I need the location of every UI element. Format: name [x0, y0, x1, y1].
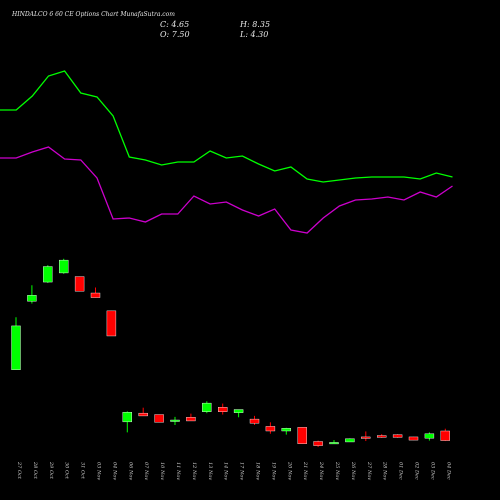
- x-tick-label: 29 Oct: [48, 461, 54, 480]
- candle-body-up: [329, 442, 339, 445]
- x-tick-label: 19 Nov: [270, 462, 276, 480]
- candle-body-down: [408, 436, 419, 441]
- candle-body-up: [27, 295, 37, 302]
- x-tick-label: 03 Nov: [96, 462, 102, 480]
- x-tick-label: 17 Nov: [239, 462, 245, 480]
- candle-body-up: [43, 266, 53, 283]
- candle-body-down: [106, 310, 117, 337]
- candle-body-up: [281, 428, 291, 432]
- candle-body-down: [249, 418, 260, 424]
- x-tick-label: 28 Nov: [382, 461, 388, 480]
- candle-body-up: [345, 438, 355, 443]
- x-tick-label: 20 Nov: [286, 461, 292, 480]
- x-axis-ticks: 27 Oct 28 Oct 29 Oct 30 Oct 31 Oct 03 Nov 04 N…: [16, 461, 451, 480]
- candle-body-down: [377, 435, 387, 438]
- candle-body-down: [313, 441, 323, 446]
- x-tick-label: 26 Nov: [350, 461, 356, 480]
- candle-body-down: [138, 412, 148, 417]
- x-tick-label: 27 Oct: [16, 461, 22, 480]
- x-tick-label: 24 Nov: [318, 461, 324, 480]
- high-value: H: 8.35: [239, 20, 270, 29]
- candle-body-down: [217, 407, 228, 412]
- candle-body-up: [233, 409, 244, 413]
- candle-body-down: [154, 414, 164, 423]
- x-tick-label: 30 Oct: [64, 462, 70, 480]
- x-tick-label: 06 Nov: [127, 462, 133, 480]
- candle-body-down: [297, 427, 307, 444]
- x-tick-label: 10 Nov: [159, 462, 165, 480]
- candle-body-up: [202, 402, 212, 412]
- x-tick-label: 25 Nov: [334, 461, 340, 480]
- candle-body-down: [440, 430, 450, 441]
- candle-body-down: [74, 276, 85, 292]
- candle-body-down: [361, 436, 371, 439]
- x-tick-label: 27 Nov: [366, 461, 372, 480]
- candle-body-up: [59, 259, 69, 274]
- candle-body-down: [265, 426, 276, 432]
- open-value: O: 7.50: [160, 30, 190, 39]
- chart-title: HINDALCO 6 60 CE Options Chart MunafaSut…: [11, 11, 175, 18]
- x-tick-label: 03 Dec: [429, 462, 435, 480]
- x-tick-label: 07 Nov: [143, 462, 149, 480]
- candle-body-down: [392, 434, 403, 438]
- x-tick-label: 04 Dec: [445, 462, 451, 480]
- x-tick-label: 12 Nov: [191, 462, 197, 480]
- x-tick-label: 04 Nov: [111, 462, 117, 480]
- candle-body-up: [122, 412, 133, 423]
- upper-indicator-line: [0, 70, 453, 183]
- candles-group: [11, 258, 450, 447]
- x-tick-label: 02 Dec: [414, 462, 420, 480]
- lower-indicator-line: [0, 146, 453, 234]
- candle-body-up: [424, 433, 435, 439]
- x-tick-label: 14 Nov: [223, 462, 229, 480]
- low-value: L: 4.30: [239, 30, 268, 39]
- x-tick-label: 01 Dec: [398, 462, 404, 480]
- x-tick-label: 13 Nov: [207, 462, 213, 480]
- x-tick-label: 11 Nov: [175, 462, 181, 480]
- x-tick-label: 18 Nov: [255, 462, 261, 480]
- x-tick-label: 21 Nov: [302, 461, 308, 480]
- indicator-lines: [0, 70, 453, 234]
- x-tick-label: 28 Oct: [32, 461, 38, 480]
- candle-body-down: [90, 292, 101, 298]
- close-value: C: 4.65: [160, 20, 189, 29]
- candle-body-up: [11, 325, 21, 370]
- candle-body-down: [186, 417, 196, 422]
- candle-body-up: [170, 419, 180, 422]
- x-tick-label: 31 Oct: [80, 462, 86, 480]
